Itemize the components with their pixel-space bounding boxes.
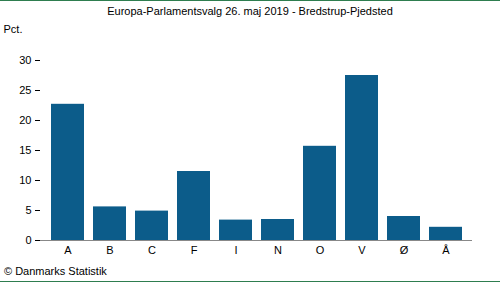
svg-text:15: 15 [19,144,31,156]
svg-text:O: O [316,244,325,256]
svg-text:0: 0 [25,234,31,246]
svg-text:F: F [191,244,198,256]
html-text:© Danmarks Statistik: © Danmarks Statistik [4,265,107,277]
svg-text:I: I [234,244,237,256]
svg-text:Pct.: Pct. [4,23,23,35]
svg-text:B: B [106,244,113,256]
svg-text:5: 5 [25,204,31,216]
svg-text:Å: Å [442,244,450,256]
svg-text:A: A [64,244,72,256]
svg-text:30: 30 [19,54,31,66]
html-text:Europa-Parlamentsvalg 26. maj: Europa-Parlamentsvalg 26. maj 2019 - Bre… [107,5,393,17]
svg-text:Ø: Ø [400,244,409,256]
svg-text:V: V [358,244,366,256]
svg-text:N: N [274,244,282,256]
svg-text:20: 20 [19,114,31,126]
svg-text:C: C [148,244,156,256]
svg-text:25: 25 [19,84,31,96]
svg-text:10: 10 [19,174,31,186]
